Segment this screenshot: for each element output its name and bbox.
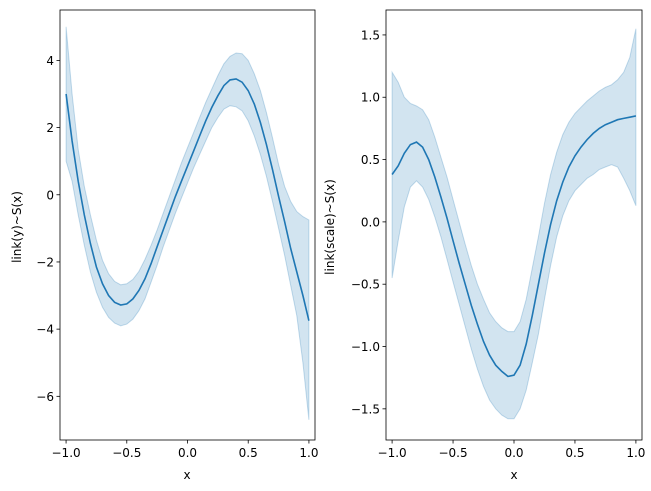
left-xtick-label: 1.0 (299, 446, 318, 460)
right-ylabel: link(scale)~S(x) (323, 179, 337, 275)
left-axes-frame (59, 9, 316, 441)
left-ytick-label: 2 (46, 121, 54, 135)
right-ytick-label: −0.5 (351, 278, 380, 292)
right-ytick-label: −1.0 (351, 340, 380, 354)
right-xtick-label: −0.5 (438, 446, 467, 460)
left-xtick-label: 0.0 (178, 446, 197, 460)
left-subplot: x link(y)~S(x) −1.0 −0.5 0.0 0.5 1.0 4 2 0 −2 −4 −… (10, 9, 318, 482)
left-xlabel: x (183, 468, 190, 482)
left-ytick-label: −6 (36, 390, 54, 404)
left-xtick-label: 0.5 (239, 446, 258, 460)
left-ytick-label: −4 (36, 323, 54, 337)
right-smooth-line (391, 115, 637, 378)
left-ytick-label: −2 (36, 255, 54, 269)
right-xtick-label: 0.5 (565, 446, 584, 460)
right-xtick-label: 1.0 (626, 446, 645, 460)
left-confidence-band (65, 26, 310, 420)
left-ytick-label: 0 (46, 188, 54, 202)
right-ytick-label: −1.5 (351, 402, 380, 416)
left-ylabel: link(y)~S(x) (10, 191, 24, 263)
left-smooth-line (65, 78, 310, 321)
left-xtick-label: −1.0 (52, 446, 81, 460)
right-ytick-label: 1.5 (361, 28, 380, 42)
right-ytick-label: 0.5 (361, 153, 380, 167)
right-ytick-label: 0.0 (361, 215, 380, 229)
right-xlabel: x (510, 468, 517, 482)
right-subplot: x link(scale)~S(x) −1.0 −0.5 0.0 0.5 1.0 1.5 1… (323, 9, 645, 482)
right-xtick-label: 0.0 (504, 446, 523, 460)
right-ytick-label: 1.0 (361, 91, 380, 105)
left-xtick-label: −0.5 (112, 446, 141, 460)
right-xtick-label: −1.0 (378, 446, 407, 460)
right-confidence-band (391, 28, 637, 420)
left-ytick-label: 4 (46, 54, 54, 68)
